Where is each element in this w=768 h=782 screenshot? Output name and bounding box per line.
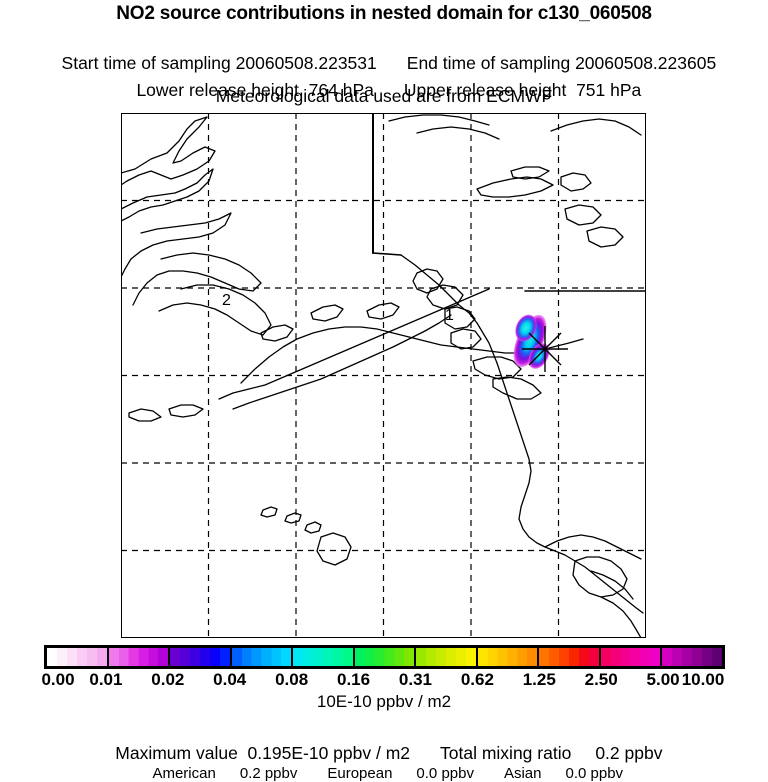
- colorbar-segment-4: [293, 648, 355, 666]
- map-plot-area[interactable]: 2 1: [121, 113, 646, 638]
- start-time-value: 20060508.223531: [235, 53, 377, 73]
- release-site-marker[interactable]: [522, 326, 568, 372]
- footer-summary-line: Maximum value 0.195E-10 ppbv / m2 Total m…: [0, 722, 768, 764]
- colorbar-tick-0.02: 0.02: [151, 670, 185, 689]
- page-title: NO2 source contributions in nested domai…: [116, 3, 652, 24]
- upper-release-height-label: Upper release height: [403, 80, 567, 100]
- colorbar-tick-2.50: 2.50: [584, 670, 618, 689]
- colorbar-tick-0.16: 0.16: [336, 670, 371, 689]
- colorbar-segment-5: [354, 648, 417, 666]
- lower-release-height-label: Lower release height: [136, 80, 299, 100]
- colorbar-tick-5.00: 5.00: [646, 670, 680, 689]
- colorbar-segment-1: [108, 648, 171, 666]
- map-region-label-2: 2: [222, 292, 231, 309]
- colorbar-tick-labels: 0.00 0.01 0.02 0.04 0.08 0.16 0.31 0.62 1.25 2.50…: [0, 670, 768, 692]
- upper-release-height-value: 751 hPa: [576, 80, 642, 100]
- maximum-value: 0.195E-10 ppbv / m2: [247, 743, 411, 763]
- total-mixing-ratio-value: 0.2 ppbv: [595, 743, 663, 763]
- colorbar-segment-2: [170, 648, 232, 666]
- lower-release-height-value: 764 hPa: [308, 80, 374, 100]
- start-time-label: Start time of sampling: [61, 53, 231, 73]
- sampling-time-line: Start time of sampling 20060508.223531 En…: [0, 32, 768, 74]
- total-mixing-ratio-label: Total mixing ratio: [440, 743, 572, 763]
- colorbar-segment-6: [416, 648, 478, 666]
- colorbar-unit-label: 10E-10 ppbv / m2: [316, 692, 452, 711]
- colorbar-tick-0.01: 0.01: [89, 670, 123, 689]
- colorbar-tick-1.25: 1.25: [522, 670, 556, 689]
- colorbar-tick-0.04: 0.04: [213, 670, 247, 689]
- colorbar-segment-3: [231, 648, 294, 666]
- coastline-paths: [121, 113, 646, 638]
- colorbar-tick-0.62: 0.62: [460, 670, 494, 689]
- end-time-value: 20060508.223605: [575, 53, 717, 73]
- map-frame: [121, 113, 646, 638]
- colorbar[interactable]: [44, 645, 725, 669]
- colorbar-segment-9: [600, 648, 663, 666]
- maximum-value-label: Maximum value: [115, 743, 238, 763]
- colorbar-segment-10: [662, 648, 723, 666]
- colorbar-tick-0.31: 0.31: [398, 670, 432, 689]
- colorbar-segment-0: [47, 648, 109, 666]
- colorbar-tick-10.00: 10.00: [681, 670, 725, 689]
- colorbar-segment-7: [477, 648, 540, 666]
- map-svg: 2 1: [121, 113, 646, 638]
- map-region-label-1: 1: [445, 307, 454, 324]
- colorbar-segment-8: [539, 648, 601, 666]
- colorbar-tick-0.08: 0.08: [275, 670, 309, 689]
- end-time-label: End time of sampling: [406, 53, 571, 73]
- footer-contributions-line: American 0.2 ppbv European 0.0 ppbv Asian 0.0…: [0, 748, 768, 782]
- colorbar-tick-0.00: 0.00: [41, 670, 75, 689]
- meteorology-line: Meteorological data used are from ECMWF: [215, 86, 553, 106]
- release-height-line: Lower release height 764 hPa Upper releas…: [0, 59, 768, 101]
